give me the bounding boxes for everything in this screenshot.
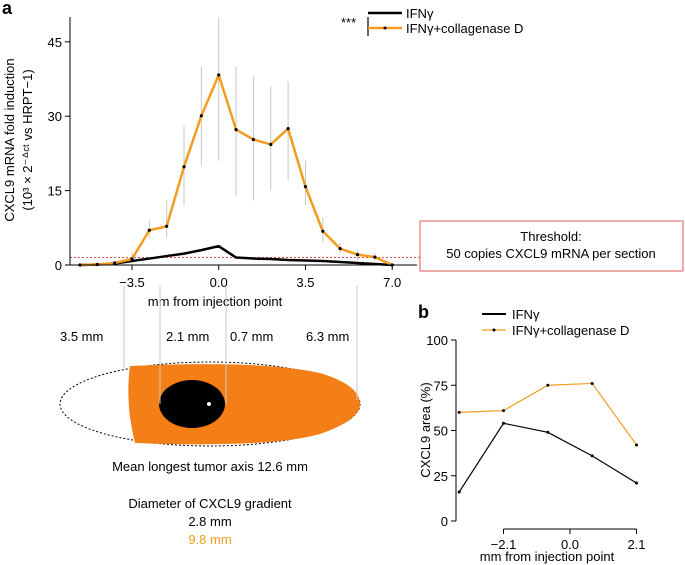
b-data-point	[635, 443, 638, 447]
threshold-box	[419, 220, 684, 272]
legend-label-ifng: IFNγ	[406, 6, 434, 21]
x-tick-label: 0.0	[210, 275, 228, 290]
panel-b-chart: 0 25 50 75 100 −2.1 0.0 2.1 CXCL9 area (%) mm f…	[418, 333, 646, 564]
y-tick-label: 30	[48, 109, 62, 124]
threshold-annotation: Threshold: 50 copies CXCL9 mRNA per sect…	[419, 220, 684, 272]
y-tick-label: 45	[48, 35, 62, 50]
b-data-point	[546, 383, 550, 387]
data-point-collagenase	[130, 257, 134, 261]
distance-label-3: 0.7 mm	[230, 329, 273, 344]
panel-a-chart: 0 15 30 45 −3.5 0.0 3.5 7.0 CXCL9 mRNA fold ind…	[2, 17, 420, 309]
legend-b-marker-collagenase	[492, 328, 496, 332]
b-x-tick-label: −2.1	[491, 537, 517, 552]
b-y-tick-label: 0	[441, 514, 448, 529]
b-data-point	[502, 421, 505, 425]
data-point-collagenase	[373, 255, 377, 259]
data-point-collagenase	[182, 165, 186, 169]
significance-marker: ***	[341, 15, 356, 30]
panel-a-xlabel: mm from injection point	[148, 294, 283, 309]
b-series-line-collagenase	[459, 382, 637, 446]
b-x-tick-label: 0.0	[561, 537, 579, 552]
data-point-collagenase	[199, 114, 203, 118]
panel-b-xlabel: mm from injection point	[480, 549, 615, 564]
b-data-point	[502, 409, 505, 413]
b-data-point	[546, 430, 550, 434]
b-data-point	[457, 490, 461, 494]
series-line-ifng	[79, 244, 393, 267]
b-y-tick-label: 75	[434, 378, 448, 393]
legend-b-label-ifng: IFNγ	[512, 307, 540, 322]
data-point-collagenase	[147, 228, 151, 232]
b-data-point	[590, 381, 594, 385]
legend-marker-collagenase	[383, 26, 387, 30]
panel-b-axes: 0 25 50 75 100 −2.1 0.0 2.1	[426, 333, 645, 552]
data-point-collagenase	[251, 137, 256, 142]
ifng-gradient-area	[159, 380, 225, 428]
distance-label-4: 6.3 mm	[306, 329, 349, 344]
y-tick-label: 0	[55, 258, 62, 273]
x-tick-label: 3.5	[296, 275, 314, 290]
panel-a-error-bars	[79, 17, 393, 265]
data-point-collagenase	[217, 73, 221, 77]
b-y-tick-label: 100	[426, 333, 448, 348]
b-data-point	[457, 410, 461, 414]
gradient-value-ifng: 2.8 mm	[188, 514, 231, 529]
injection-point	[207, 402, 211, 406]
data-point-collagenase	[234, 127, 238, 132]
data-point-collagenase	[113, 261, 117, 265]
data-point-collagenase	[269, 142, 273, 147]
gradient-title: Diameter of CXCL9 gradient	[128, 496, 292, 511]
panel-a-axes: 0 15 30 45 −3.5 0.0 3.5 7.0	[48, 17, 417, 290]
panel-a-letter: a	[2, 0, 13, 18]
distance-label-2: 2.1 mm	[166, 329, 209, 344]
tumor-axis-caption: Mean longest tumor axis 12.6 mm	[112, 459, 308, 474]
data-point-collagenase	[321, 229, 325, 233]
x-tick-label: 7.0	[383, 275, 401, 290]
panel-a-legend: *** IFNγ IFNγ+collagenase D	[341, 6, 523, 36]
x-tick-label: −3.5	[119, 275, 145, 290]
tumor-diagram: 3.5 mm 2.1 mm 0.7 mm 6.3 mm Mean longest…	[59, 286, 361, 547]
data-point-collagenase	[303, 185, 308, 189]
b-y-tick-label: 50	[434, 424, 448, 439]
threshold-text: 50 copies CXCL9 mRNA per section	[446, 246, 656, 261]
b-x-tick-label: 2.1	[627, 537, 645, 552]
b-data-point	[635, 481, 638, 485]
y-tick-label: 15	[48, 184, 62, 199]
gradient-value-collagenase: 9.8 mm	[188, 532, 231, 547]
data-point-collagenase	[165, 224, 169, 228]
panel-b-letter: b	[418, 302, 429, 322]
threshold-title: Threshold:	[520, 229, 581, 244]
b-y-tick-label: 25	[434, 469, 448, 484]
data-point-collagenase	[355, 252, 360, 257]
legend-label-collagenase: IFNγ+collagenase D	[406, 21, 523, 36]
distance-label-1: 3.5 mm	[60, 329, 103, 344]
legend-b-label-collagenase: IFNγ+collagenase D	[512, 323, 629, 338]
data-point-collagenase	[338, 247, 342, 251]
b-data-point	[590, 454, 594, 458]
data-point-collagenase	[286, 127, 290, 131]
panel-a-ylabel-units: (10³ × 2⁻ᐞᶜᵗ vs HRPT−1)	[20, 69, 35, 210]
panel-b-legend: IFNγ IFNγ+collagenase D	[482, 307, 629, 338]
panel-a-ylabel: CXCL9 mRNA fold induction	[2, 58, 17, 221]
panel-b-ylabel: CXCL9 area (%)	[418, 382, 433, 477]
